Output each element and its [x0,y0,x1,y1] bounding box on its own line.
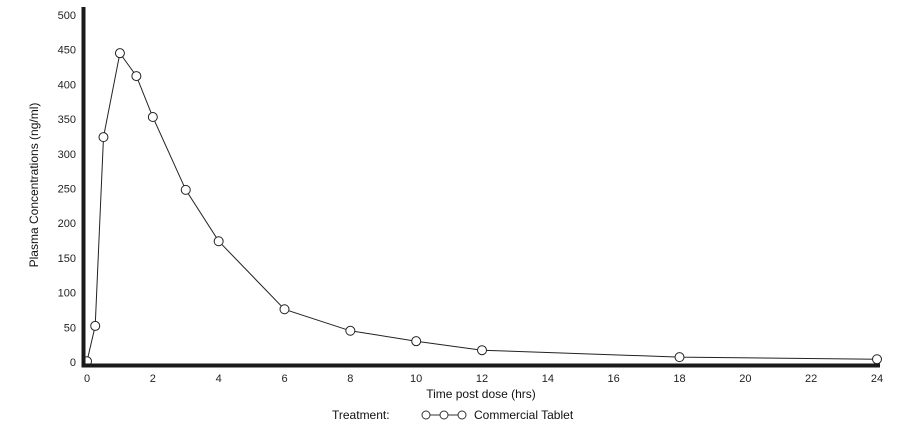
y-tick-label: 350 [58,114,76,126]
x-tick-label: 16 [608,373,620,385]
x-tick-label: 0 [84,373,90,385]
legend-marker [421,410,467,420]
series-line [86,51,878,362]
y-tick-label: 100 [58,288,76,300]
x-tick-label: 2 [150,373,156,385]
x-tick-label: 22 [805,373,817,385]
data-point-marker [90,320,101,331]
x-tick-label: 4 [216,373,222,385]
data-point-marker [98,132,109,143]
x-tick-label: 20 [739,373,751,385]
data-point-marker [411,336,422,347]
data-point-marker [477,345,487,356]
x-tick-label: 18 [673,373,685,385]
data-point-marker [213,236,224,247]
y-tick-label: 50 [64,322,76,334]
legend-series-label: Commercial Tablet [474,408,574,422]
y-tick-label: 250 [58,184,76,196]
y-tick-label: 500 [58,10,76,22]
x-tick-label: 24 [871,373,883,385]
open-circle-marker-icon [457,410,467,420]
y-tick-label: 300 [58,149,76,161]
x-axis-title: Time post dose (hrs) [426,387,536,401]
data-point-marker [345,325,356,336]
y-tick-label: 200 [58,218,76,230]
open-circle-marker-icon [439,410,449,420]
data-point-marker [674,352,685,363]
x-tick-label: 10 [410,373,422,385]
y-tick-labels: 0 50 100 150 200 250 300 350 400 450 500 [58,10,76,369]
open-circle-marker-icon [421,410,431,420]
x-tick-label: 8 [347,373,353,385]
data-point-marker [872,354,882,365]
y-tick-label: 150 [58,253,76,265]
y-tick-label: 0 [70,357,76,369]
plot-series [82,48,882,367]
x-tick-label: 14 [542,373,554,385]
y-axis-title: Plasma Concentrations (ng/ml) [27,103,41,268]
data-point-marker [279,304,290,315]
legend-title: Treatment: [332,408,390,422]
data-point-marker [114,48,125,59]
x-tick-label: 12 [476,373,488,385]
x-tick-labels: 0 2 4 6 8 10 12 14 16 18 20 22 24 [84,373,883,385]
y-tick-label: 400 [58,79,76,91]
data-point-marker [147,112,158,123]
data-point-marker [131,71,142,82]
x-tick-label: 6 [281,373,287,385]
data-point-marker [180,184,191,195]
legend: Treatment: Commercial Tablet [332,408,574,422]
y-tick-label: 450 [58,45,76,57]
